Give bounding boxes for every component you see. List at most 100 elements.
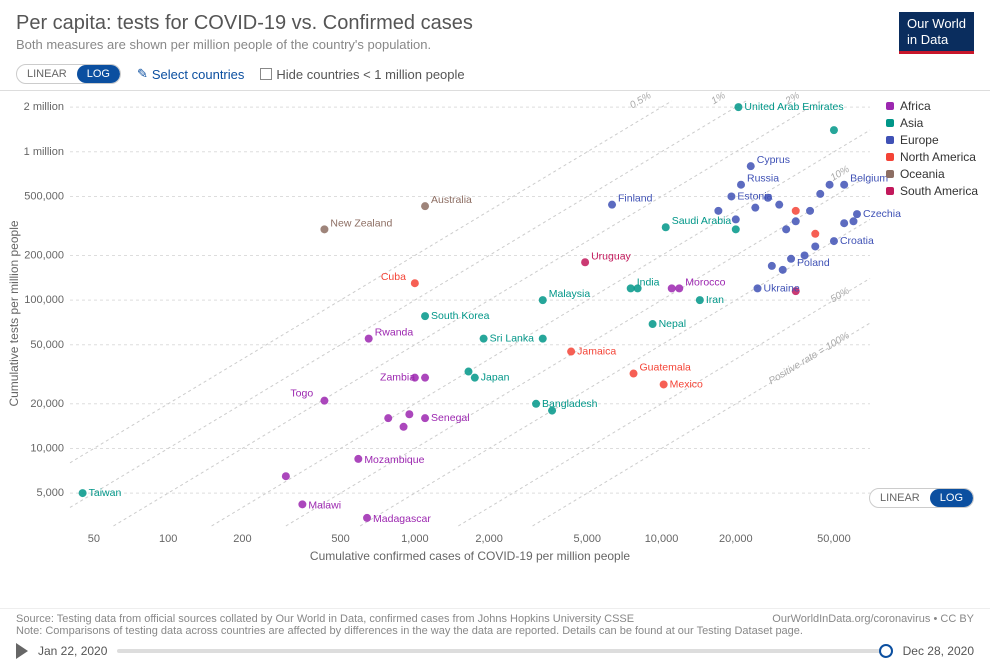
point-Malaysia[interactable] bbox=[539, 296, 547, 304]
svg-text:0.5%: 0.5% bbox=[628, 91, 653, 111]
label-Guatemala: Guatemala bbox=[640, 362, 692, 374]
label-Morocco: Morocco bbox=[685, 277, 725, 289]
timeline-track[interactable] bbox=[117, 649, 892, 653]
owid-logo[interactable]: Our World in Data bbox=[899, 12, 974, 54]
point-Togo[interactable] bbox=[320, 397, 328, 405]
point-South Korea[interactable] bbox=[421, 312, 429, 320]
point-Mexico[interactable] bbox=[660, 381, 668, 389]
point-p_as2[interactable] bbox=[539, 335, 547, 343]
point-Malawi[interactable] bbox=[298, 501, 306, 509]
point-p_eu7[interactable] bbox=[816, 190, 824, 198]
svg-text:500: 500 bbox=[331, 533, 349, 545]
timeline[interactable]: Jan 22, 2020 Dec 28, 2020 bbox=[16, 643, 974, 659]
point-p_af4[interactable] bbox=[384, 414, 392, 422]
point-Madagascar[interactable] bbox=[363, 514, 371, 522]
point-Japan[interactable] bbox=[471, 374, 479, 382]
point-p_na1[interactable] bbox=[792, 207, 800, 215]
svg-text:20,000: 20,000 bbox=[30, 398, 64, 410]
point-p_eu3[interactable] bbox=[775, 201, 783, 209]
point-Cyprus[interactable] bbox=[747, 162, 755, 170]
point-p_eu13[interactable] bbox=[768, 262, 776, 270]
point-p_eu1[interactable] bbox=[751, 204, 759, 212]
label-Australia: Australia bbox=[431, 194, 472, 206]
hide-small-checkbox[interactable]: Hide countries < 1 million people bbox=[260, 67, 464, 82]
label-Croatia: Croatia bbox=[840, 235, 874, 247]
point-Nepal[interactable] bbox=[649, 320, 657, 328]
point-Uruguay[interactable] bbox=[581, 258, 589, 266]
point-Australia[interactable] bbox=[421, 202, 429, 210]
legend-item[interactable]: Asia bbox=[886, 116, 978, 130]
point-New Zealand[interactable] bbox=[320, 226, 328, 234]
legend-item[interactable]: Africa bbox=[886, 99, 978, 113]
point-p_eu14[interactable] bbox=[779, 266, 787, 274]
x-scale-linear[interactable]: LINEAR bbox=[870, 489, 930, 507]
point-p_af2[interactable] bbox=[400, 423, 408, 431]
point-Zambia[interactable] bbox=[421, 374, 429, 382]
point-p_eu4[interactable] bbox=[782, 226, 790, 234]
point-Morocco[interactable] bbox=[675, 285, 683, 293]
point-p_eu11[interactable] bbox=[840, 219, 848, 227]
point-Russia[interactable] bbox=[737, 181, 745, 189]
point-p_eu2[interactable] bbox=[764, 194, 772, 202]
scale-linear[interactable]: LINEAR bbox=[17, 65, 77, 83]
point-p_af3[interactable] bbox=[405, 410, 413, 418]
svg-text:50: 50 bbox=[88, 533, 100, 545]
legend-item[interactable]: Oceania bbox=[886, 167, 978, 181]
point-Finland[interactable] bbox=[608, 201, 616, 209]
point-Poland[interactable] bbox=[787, 255, 795, 263]
point-Jamaica[interactable] bbox=[567, 348, 575, 356]
label-Mexico: Mexico bbox=[670, 379, 703, 391]
point-p_af5[interactable] bbox=[411, 374, 419, 382]
point-p_as4[interactable] bbox=[634, 285, 642, 293]
point-p_af6[interactable] bbox=[668, 285, 676, 293]
scale-log[interactable]: LOG bbox=[77, 65, 120, 83]
legend: Africa Asia Europe North America Oceania Sout… bbox=[886, 99, 978, 201]
point-p_eu10[interactable] bbox=[811, 243, 819, 251]
point-Mozambique[interactable] bbox=[354, 455, 362, 463]
point-p_as1[interactable] bbox=[464, 368, 472, 376]
point-Rwanda[interactable] bbox=[365, 335, 373, 343]
point-p_eu5[interactable] bbox=[792, 217, 800, 225]
point-Belgium[interactable] bbox=[840, 181, 848, 189]
play-icon[interactable] bbox=[16, 643, 28, 659]
select-countries-button[interactable]: ✎ Select countries bbox=[137, 66, 244, 82]
point-Taiwan[interactable] bbox=[79, 489, 87, 497]
label-Ukraine: Ukraine bbox=[764, 283, 800, 295]
point-Ukraine[interactable] bbox=[754, 285, 762, 293]
point-India[interactable] bbox=[627, 285, 635, 293]
point-p_as3[interactable] bbox=[548, 407, 556, 415]
scatter-chart[interactable]: 5,00010,00020,00050,000100,000200,000500… bbox=[0, 91, 990, 586]
point-Senegal[interactable] bbox=[421, 414, 429, 422]
point-p_eu12[interactable] bbox=[849, 217, 857, 225]
point-Bangladesh[interactable] bbox=[532, 400, 540, 408]
legend-item[interactable]: South America bbox=[886, 184, 978, 198]
point-p_eu9[interactable] bbox=[801, 252, 809, 260]
y-scale-toggle[interactable]: LINEAR LOG bbox=[16, 64, 121, 84]
x-scale-log[interactable]: LOG bbox=[930, 489, 973, 507]
point-Sri Lanka[interactable] bbox=[480, 335, 488, 343]
point-p_as6[interactable] bbox=[732, 226, 740, 234]
x-scale-toggle[interactable]: LINEAR LOG bbox=[869, 488, 974, 508]
point-p_eu15[interactable] bbox=[714, 207, 722, 215]
point-p_as5[interactable] bbox=[830, 126, 838, 134]
legend-item[interactable]: North America bbox=[886, 150, 978, 164]
point-Czechia[interactable] bbox=[853, 210, 861, 218]
svg-text:5,000: 5,000 bbox=[574, 533, 602, 545]
point-p_eu6[interactable] bbox=[806, 207, 814, 215]
legend-item[interactable]: Europe bbox=[886, 133, 978, 147]
label-Sri Lanka: Sri Lanka bbox=[490, 333, 535, 345]
point-Croatia[interactable] bbox=[830, 237, 838, 245]
timeline-knob[interactable] bbox=[879, 644, 893, 658]
point-p_eu16[interactable] bbox=[732, 216, 740, 224]
point-United Arab Emirates[interactable] bbox=[734, 103, 742, 111]
point-Guatemala[interactable] bbox=[630, 370, 638, 378]
point-Iran[interactable] bbox=[696, 296, 704, 304]
point-p_eu8[interactable] bbox=[826, 181, 834, 189]
point-p_na2[interactable] bbox=[811, 230, 819, 238]
point-Saudi Arabia[interactable] bbox=[662, 223, 670, 231]
point-p_af1[interactable] bbox=[282, 472, 290, 480]
svg-text:50%: 50% bbox=[829, 286, 852, 306]
point-Estonia[interactable] bbox=[727, 193, 735, 201]
source-text: Source: Testing data from official sourc… bbox=[16, 613, 634, 625]
point-Cuba[interactable] bbox=[411, 279, 419, 287]
